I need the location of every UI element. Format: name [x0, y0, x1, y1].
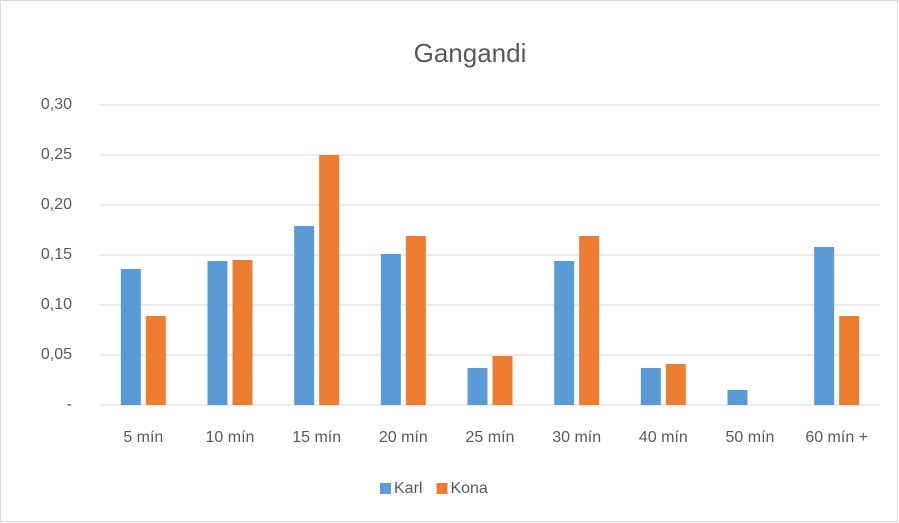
- y-tick-label: 0,20: [41, 196, 72, 213]
- x-tick-label: 60 mín +: [805, 429, 868, 446]
- x-tick-label: 25 mín: [466, 429, 515, 446]
- bar: [579, 236, 600, 405]
- chart-title: Gangandi: [414, 38, 527, 68]
- bar: [120, 269, 141, 405]
- x-tick-label: 5 mín: [123, 429, 163, 446]
- bar: [492, 356, 513, 405]
- bar: [640, 368, 661, 405]
- legend-swatch: [436, 483, 448, 494]
- legend-label: Karl: [394, 480, 422, 497]
- x-tick-label: 15 mín: [292, 429, 341, 446]
- bar: [207, 261, 228, 405]
- x-tick-label: 20 mín: [379, 429, 428, 446]
- bar: [839, 316, 860, 405]
- bar: [380, 254, 401, 405]
- x-tick-label: 30 mín: [552, 429, 601, 446]
- bar: [145, 316, 166, 405]
- bar: [665, 364, 686, 405]
- y-tick-label: 0,15: [41, 246, 72, 263]
- bar: [554, 261, 575, 405]
- y-tick-label: -: [67, 396, 72, 413]
- legend-swatch: [380, 483, 391, 494]
- x-tick-label: 10 mín: [206, 429, 255, 446]
- bar: [467, 368, 488, 405]
- legend-label: Kona: [450, 480, 487, 497]
- y-tick-label: 0,25: [41, 146, 72, 163]
- y-tick-label: 0,05: [41, 346, 72, 363]
- bar: [405, 236, 426, 405]
- bar: [319, 155, 340, 405]
- bar: [232, 260, 253, 405]
- bar: [814, 247, 835, 405]
- bar: [294, 226, 315, 405]
- x-tick-label: 40 mín: [639, 429, 688, 446]
- bar: [727, 390, 748, 405]
- y-tick-label: 0,10: [41, 296, 72, 313]
- y-tick-label: 0,30: [41, 96, 72, 113]
- x-tick-label: 50 mín: [726, 429, 775, 446]
